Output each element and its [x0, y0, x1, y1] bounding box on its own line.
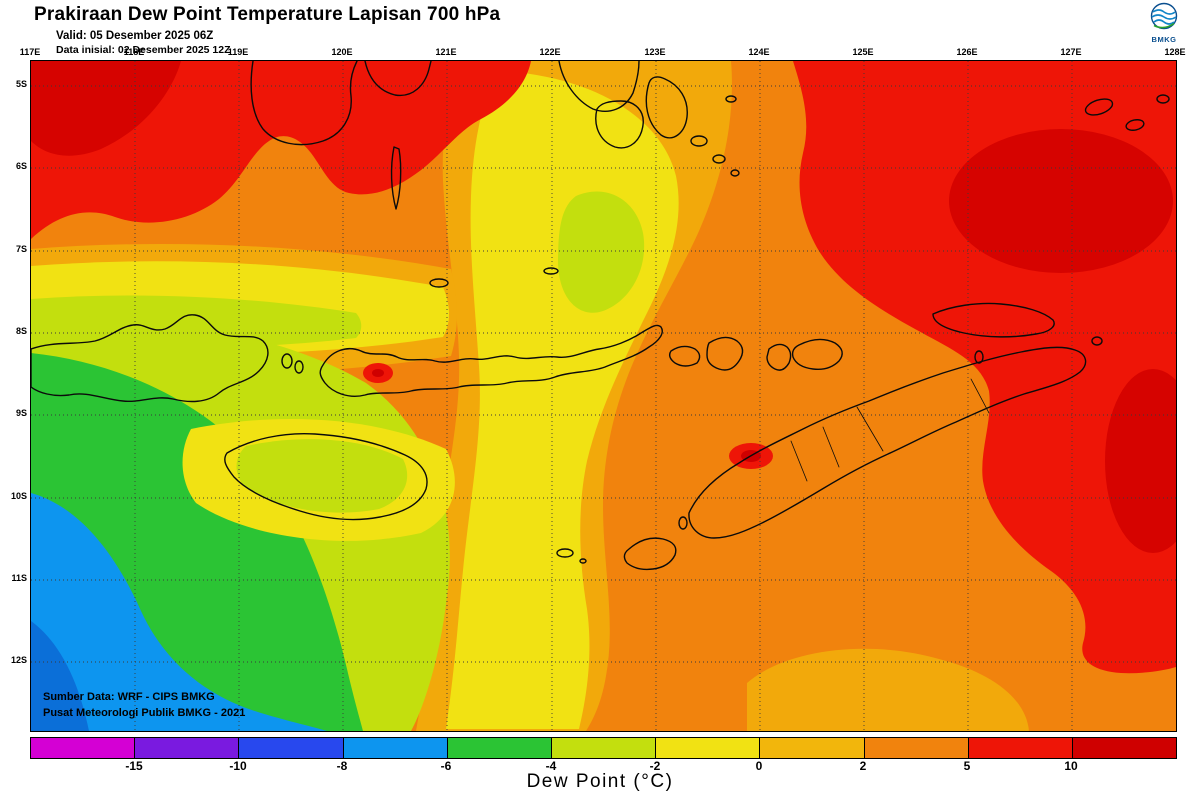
- page-title: Prakiraan Dew Point Temperature Lapisan …: [34, 4, 501, 25]
- bmkg-logo: BMKG: [1144, 2, 1184, 44]
- lon-label: 123E: [644, 47, 666, 57]
- lon-label: 126E: [956, 47, 978, 57]
- colorbar-tick: -8: [336, 759, 348, 773]
- island-buton: [645, 76, 688, 139]
- lon-label: 119E: [227, 47, 249, 57]
- colorbar-tick: -10: [229, 759, 247, 773]
- lon-label: 121E: [435, 47, 457, 57]
- colorbar-tick: -2: [649, 759, 661, 773]
- colorbar-segment: [31, 738, 136, 758]
- lat-label: 6S: [15, 161, 27, 171]
- island-wakatobi: [690, 135, 708, 147]
- island-muna: [595, 100, 644, 149]
- island-sulawesi-se-peninsula: [558, 61, 640, 112]
- island-sawu-small: [579, 558, 587, 564]
- island-atauro: [974, 350, 984, 364]
- island-timor: [688, 346, 1087, 539]
- lon-label: 124E: [748, 47, 770, 57]
- island-sumbawa: [31, 314, 269, 403]
- valid-time-label: Valid: 05 Desember 2025 06Z: [56, 30, 214, 42]
- colorbar-tick: 10: [1064, 759, 1078, 773]
- lat-label: 10S: [10, 491, 27, 501]
- colorbar-segment: [1072, 738, 1177, 758]
- colorbar: [30, 737, 1177, 759]
- colorbar-tick: -15: [125, 759, 143, 773]
- colorbar-segment: [551, 738, 657, 758]
- island-semau: [678, 516, 688, 530]
- colorbar-segment: [343, 738, 448, 758]
- lon-label: 128E: [1164, 47, 1186, 57]
- lon-label: 127E: [1060, 47, 1082, 57]
- lon-label: 122E: [539, 47, 561, 57]
- lat-label: 8S: [15, 326, 27, 336]
- lat-label: 5S: [15, 79, 27, 89]
- colorbar-segment: [760, 738, 865, 758]
- island-solor: [668, 345, 701, 367]
- colorbar-segment: [968, 738, 1073, 758]
- source-data-line: Sumber Data: WRF - CIPS BMKG: [43, 691, 215, 703]
- lon-label: 125E: [852, 47, 874, 57]
- island-wetar: [932, 302, 1055, 338]
- island-kisar: [1091, 336, 1103, 346]
- island-flores: [319, 324, 663, 397]
- lat-label: 7S: [15, 244, 27, 254]
- bmkg-globe-icon: [1150, 2, 1178, 30]
- timor-internal-borders: [790, 378, 990, 482]
- lat-label: 9S: [15, 408, 27, 418]
- island-small: [725, 95, 737, 103]
- colorbar-caption: Dew Point (°C): [526, 771, 674, 792]
- colorbar-segment: [656, 738, 761, 758]
- island-komodo: [281, 353, 293, 369]
- island-northeast-group: [1125, 119, 1145, 131]
- source-org-line: Pusat Meteorologi Publik BMKG - 2021: [43, 707, 246, 719]
- island-flores-sea-small: [429, 278, 449, 288]
- island-sumba: [224, 432, 428, 521]
- island-sulawesi-south-peninsula: [250, 61, 358, 146]
- island-lembata: [706, 336, 744, 371]
- colorbar-segment: [447, 738, 552, 758]
- island-rinca: [294, 360, 304, 374]
- island-sulawesi-lobe: [364, 61, 432, 97]
- island-flores-sea-small: [543, 267, 559, 275]
- island-northeast-group: [1084, 98, 1114, 116]
- island-northeast-group: [1156, 94, 1170, 104]
- colorbar-tick: 2: [859, 759, 867, 773]
- colorbar-segment: [864, 738, 969, 758]
- island-wakatobi: [730, 169, 740, 177]
- island-alor: [791, 338, 843, 371]
- lon-label: 118E: [123, 47, 145, 57]
- colorbar-tick: 0: [755, 759, 763, 773]
- coastline-layer: [31, 61, 1170, 571]
- init-time-label: Data inisial: 02 Desember 2025 12Z: [56, 44, 231, 56]
- dewpoint-contour-map: [31, 61, 1176, 731]
- colorbar-tick: -4: [545, 759, 557, 773]
- island-sawu: [556, 548, 574, 558]
- island-selayar: [390, 146, 402, 210]
- grid-lines: [31, 61, 1176, 731]
- lat-label: 11S: [11, 573, 27, 583]
- lon-label: 117E: [19, 47, 41, 57]
- colorbar-segment: [239, 738, 344, 758]
- colorbar-segment: [135, 738, 240, 758]
- map-canvas: Sumber Data: WRF - CIPS BMKG Pusat Meteo…: [30, 60, 1177, 732]
- lat-label: 12S: [10, 655, 27, 665]
- island-rote: [623, 537, 677, 571]
- island-wakatobi: [712, 154, 726, 164]
- colorbar-tick: 5: [963, 759, 971, 773]
- contour-fill-layer: [31, 61, 1176, 731]
- colorbar-tick: -6: [440, 759, 452, 773]
- bmkg-logo-text: BMKG: [1151, 35, 1177, 44]
- island-pantar: [766, 343, 792, 371]
- lon-label: 120E: [331, 47, 353, 57]
